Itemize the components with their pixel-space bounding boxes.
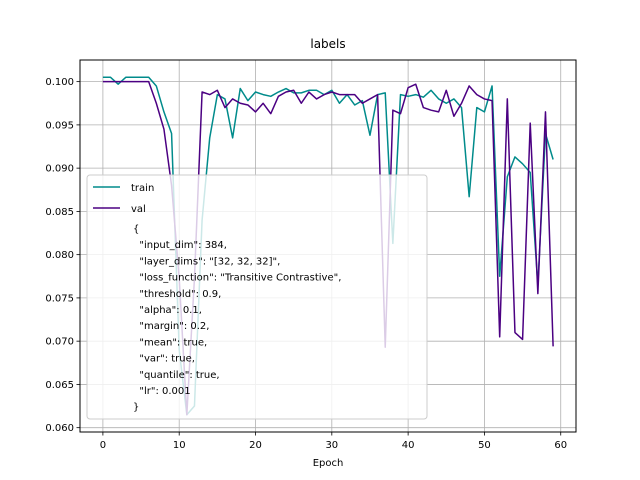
legend-config-line: "margin": 0.2,: [133, 321, 209, 332]
legend-config-line: "threshold": 0.9,: [133, 289, 221, 300]
y-tick-label: 0.085: [45, 207, 74, 218]
legend-config-line: "alpha": 0.1,: [133, 305, 202, 316]
x-tick-label: 30: [325, 440, 338, 451]
x-tick-label: 60: [554, 440, 567, 451]
legend-label-val: val: [131, 204, 146, 215]
y-axis-ticks: 0.060 0.065 0.070 0.075 0.080 0.085 0.090 0.095…: [45, 77, 80, 434]
y-tick-label: 0.080: [45, 250, 74, 261]
legend-label-train: train: [131, 183, 154, 194]
plot-frame: [79, 59, 577, 433]
y-tick-label: 0.100: [45, 77, 74, 88]
x-axis-ticks: 0 10 20 30 40 50 60: [100, 432, 567, 451]
y-tick-label: 0.060: [45, 423, 74, 434]
y-tick-label: 0.090: [45, 164, 74, 175]
y-tick-label: 0.065: [45, 380, 74, 391]
x-tick-label: 50: [478, 440, 491, 451]
legend-config-line: }: [133, 402, 139, 413]
legend-config-line: "input_dim": 384,: [133, 240, 227, 251]
x-tick-label: 20: [249, 440, 262, 451]
x-tick-label: 40: [402, 440, 415, 451]
legend: train val { "input_dim": 384, "layer_dims"…: [86, 174, 428, 420]
legend-config-line: "quantile": true,: [133, 370, 220, 381]
legend-config-line: "mean": true,: [133, 337, 207, 348]
y-tick-label: 0.075: [45, 293, 74, 304]
legend-config-line: "lr": 0.001: [133, 386, 191, 397]
legend-config-line: "var": true,: [133, 354, 195, 365]
legend-config-line: "layer_dims": "[32, 32, 32]",: [133, 256, 280, 267]
x-tick-label: 0: [100, 440, 106, 451]
legend-box: [86, 174, 428, 420]
y-tick-label: 0.095: [45, 120, 74, 131]
x-axis-label: Epoch: [313, 458, 344, 469]
y-tick-label: 0.070: [45, 337, 74, 348]
legend-config-line: {: [133, 224, 139, 235]
chart-title: labels: [310, 37, 345, 51]
x-tick-label: 10: [173, 440, 186, 451]
legend-config-line: "loss_function": "Transitive Contrastive…: [133, 273, 341, 284]
